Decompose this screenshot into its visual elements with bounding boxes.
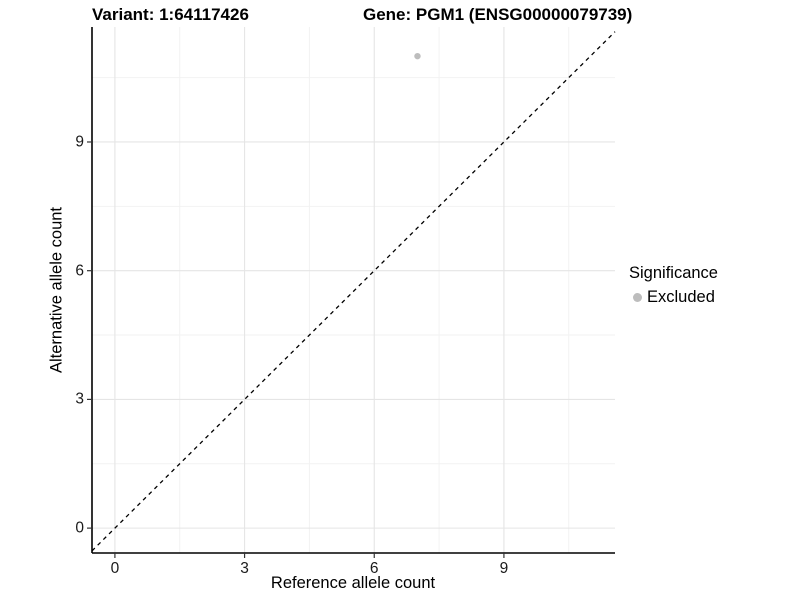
legend-item-excluded: Excluded	[629, 288, 718, 307]
legend-point-swatch	[633, 293, 642, 302]
y-tick-label: 6	[75, 261, 84, 279]
y-tick-label: 9	[75, 133, 84, 151]
identity-line	[91, 31, 616, 552]
x-tick-label: 0	[110, 560, 120, 577]
legend-title: Significance	[629, 264, 718, 282]
data-point	[414, 52, 421, 60]
plot-title-variant: Variant: 1:64117426	[92, 5, 249, 24]
x-tick-label: 3	[240, 560, 249, 577]
legend-item-label: Excluded	[647, 288, 715, 306]
plot-title-gene: Gene: PGM1 (ENSG00000079739)	[363, 5, 633, 24]
x-tick-label: 6	[369, 560, 379, 577]
x-axis-label: Reference allele count	[270, 574, 436, 592]
x-tick-label: 9	[499, 560, 509, 577]
legend: Significance Excluded	[629, 264, 718, 307]
y-tick-label: 3	[75, 390, 84, 408]
y-tick-label: 0	[75, 519, 84, 537]
y-axis-label: Alternative allele count	[47, 206, 66, 374]
